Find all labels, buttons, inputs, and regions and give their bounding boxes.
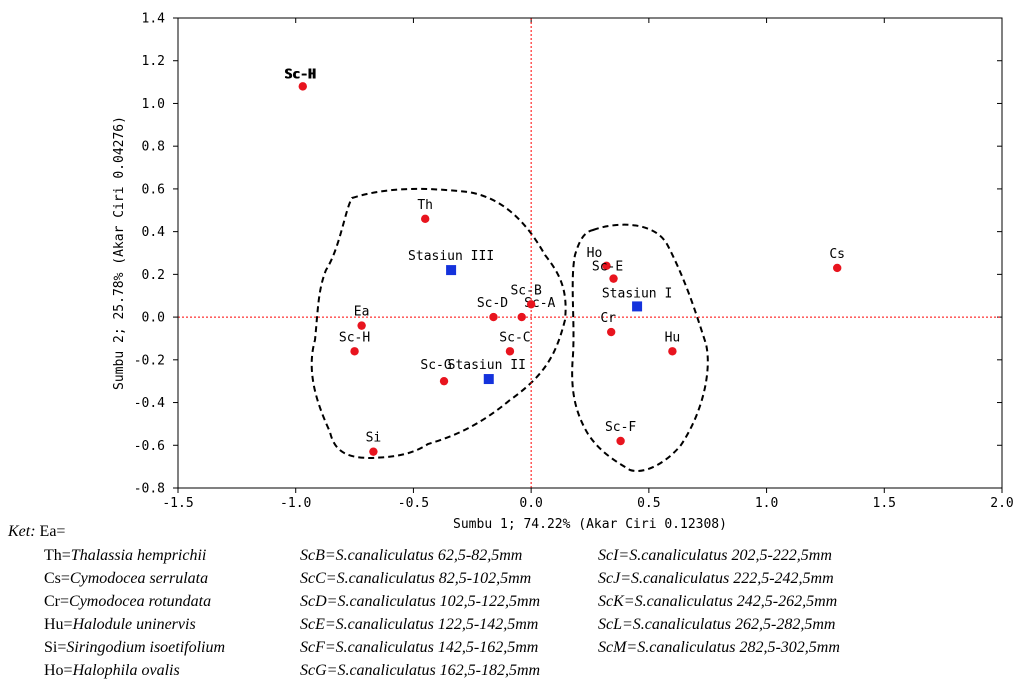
y-tick-label: 0.4 (142, 225, 166, 240)
cluster-outline-1 (310, 187, 567, 460)
y-tick-label: 0.6 (142, 182, 165, 197)
station-point (632, 301, 643, 312)
data-point (439, 376, 449, 386)
x-tick-label: 2.0 (990, 496, 1013, 511)
x-tick-label: -1.0 (280, 496, 311, 511)
data-point (609, 274, 618, 283)
data-point (616, 436, 625, 446)
y-tick-label: 0.2 (142, 268, 165, 283)
station-point (483, 374, 494, 385)
point-label: Sc-F (605, 420, 636, 435)
point-label: Ho (587, 246, 603, 261)
x-axis-ticks: -1.5 -1.0 -0.5 0.0 0.5 1.0 1.5 2.0 (162, 18, 1014, 511)
y-tick-label: -0.4 (134, 396, 165, 411)
x-tick-label: 1.5 (873, 496, 896, 511)
point-label: Si (366, 431, 382, 446)
x-tick-label: -0.5 (398, 496, 429, 511)
point-label: Sc-C (499, 330, 530, 345)
point-label: Stasiun I (602, 286, 672, 301)
data-point (350, 347, 359, 356)
x-tick-label: 1.0 (755, 496, 778, 511)
point-label: Th (417, 198, 433, 213)
point-label: Sc-H (284, 67, 315, 82)
reference-lines (178, 18, 1002, 488)
cluster-outlines (310, 187, 709, 473)
data-point (298, 82, 307, 91)
data-point (489, 312, 498, 322)
plot-frame (177, 17, 1003, 489)
x-tick-label: -1.5 (162, 496, 193, 511)
data-point (421, 214, 430, 224)
y-tick-label: 0.8 (142, 140, 165, 155)
y-tick-label: 1.4 (142, 12, 166, 27)
y-tick-label: -0.6 (134, 439, 165, 454)
point-label: Sc-E (592, 260, 623, 275)
point-label: Cr (600, 311, 616, 326)
cluster-outline-2 (571, 223, 709, 473)
y-tick-label: -0.2 (134, 353, 165, 368)
point-label: Sc-H (339, 330, 370, 345)
data-point (668, 347, 677, 356)
point-label: Stasiun III (408, 249, 494, 264)
point-label: Sc-B (510, 283, 541, 298)
point-label: Hu (665, 330, 681, 345)
point-label: Sc-H (285, 67, 316, 82)
data-point (517, 312, 526, 322)
data-point (526, 300, 536, 309)
point-label: Sc-D (477, 296, 508, 311)
y-tick-label: 1.2 (142, 54, 165, 69)
y-axis-ticks: 1.4 1.2 1.0 0.8 0.6 0.4 0.2 0.0 -0.2 -0.4 -0.6 -0.8 (134, 12, 1002, 497)
point-label: Sc-G (420, 358, 451, 373)
y-tick-label: -0.8 (134, 482, 165, 497)
point-label: Cs (829, 247, 845, 262)
station-point (446, 265, 457, 276)
x-tick-label: 0.0 (519, 496, 542, 511)
x-tick-label: 0.5 (637, 496, 660, 511)
data-point (602, 261, 611, 271)
point-label: Stasiun II (448, 358, 526, 373)
y-axis-label: Sumbu 2; 25.78% (Akar Ciri 0.04276) (112, 116, 127, 390)
data-point (833, 263, 842, 273)
data-point (357, 321, 366, 330)
y-tick-label: 0.0 (142, 311, 165, 326)
data-point (505, 347, 515, 356)
point-label: Ea (354, 305, 370, 320)
data-point (369, 447, 378, 456)
x-axis-label: Sumbu 1; 74.22% (Akar Ciri 0.12308) (453, 517, 727, 532)
y-tick-label: 1.0 (142, 97, 165, 112)
data-point (606, 327, 616, 337)
